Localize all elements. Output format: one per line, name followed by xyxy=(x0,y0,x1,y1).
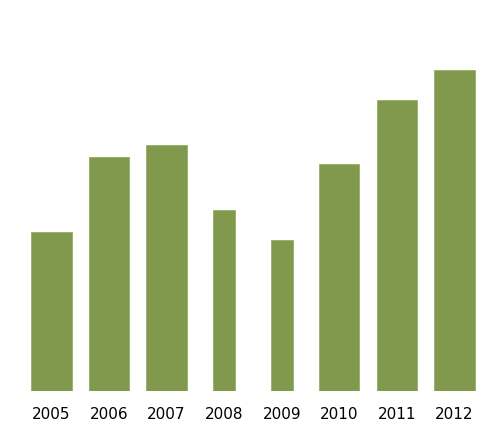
Bar xyxy=(319,164,360,391)
Bar xyxy=(377,100,417,391)
Bar xyxy=(89,157,129,391)
Bar xyxy=(213,210,235,391)
Bar xyxy=(146,146,187,391)
Bar xyxy=(31,232,71,391)
Bar xyxy=(271,240,293,391)
Bar xyxy=(434,70,475,391)
